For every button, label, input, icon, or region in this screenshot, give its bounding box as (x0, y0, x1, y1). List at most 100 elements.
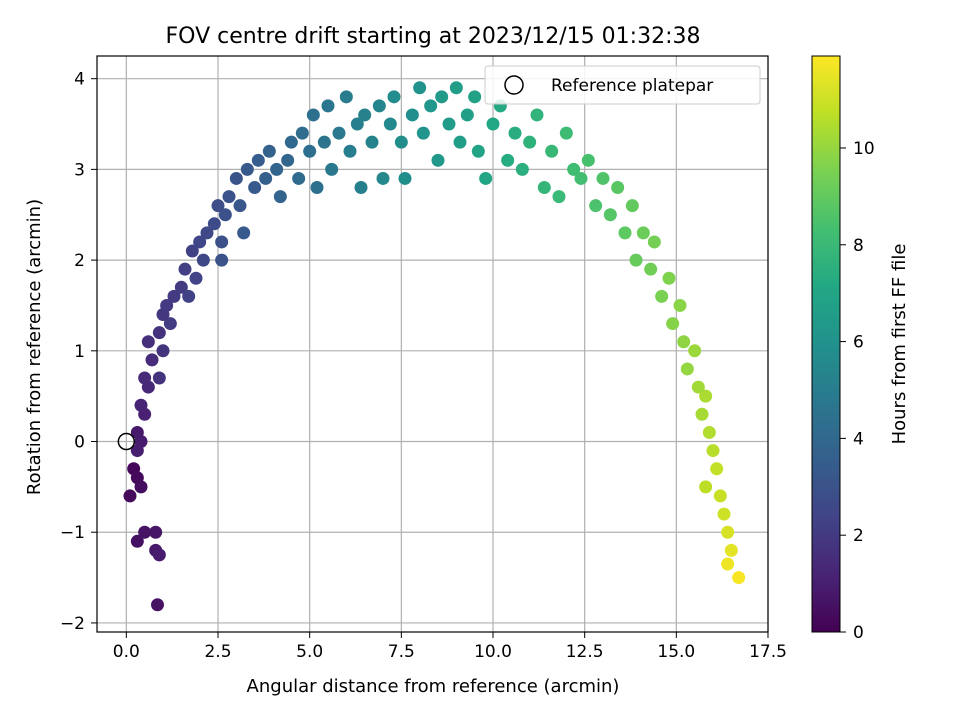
data-point (229, 171, 243, 185)
data-point (372, 99, 386, 113)
x-tick-label: 10.0 (474, 642, 512, 662)
data-point (468, 90, 482, 104)
data-point (200, 226, 214, 240)
data-point (321, 99, 335, 113)
plot-frame (96, 55, 769, 633)
data-point (647, 235, 661, 249)
data-point (295, 126, 309, 140)
data-point (273, 190, 287, 204)
data-point (699, 480, 713, 494)
data-point (431, 153, 445, 167)
data-point (673, 298, 687, 312)
data-point (193, 235, 207, 249)
data-point (310, 181, 324, 195)
data-point (174, 280, 188, 294)
data-point (134, 398, 148, 412)
data-point (130, 444, 144, 458)
colorbar-label: Hours from first FF file (889, 244, 910, 445)
data-point (629, 253, 643, 267)
chart-title: FOV centre drift starting at 2023/12/15 … (166, 24, 701, 49)
data-point (207, 217, 221, 231)
y-tick-label: 3 (74, 160, 85, 180)
data-point (636, 226, 650, 240)
colorbar-tick-label: 0 (853, 623, 864, 643)
data-point (152, 371, 166, 385)
data-point (211, 199, 225, 213)
data-point (130, 534, 144, 548)
data-point (317, 135, 331, 149)
data-point (662, 271, 676, 285)
data-point (460, 108, 474, 122)
data-point (413, 81, 427, 95)
data-point (603, 208, 617, 222)
data-point (145, 353, 159, 367)
data-point (530, 108, 544, 122)
data-point (710, 462, 724, 476)
data-point (167, 289, 181, 303)
y-tick-label: 4 (74, 70, 85, 90)
reference-platepar-marker (117, 432, 136, 451)
data-point (453, 135, 467, 149)
data-point (424, 99, 438, 113)
data-point (416, 126, 430, 140)
data-point (688, 344, 702, 358)
data-point (567, 162, 581, 176)
data-point (262, 144, 276, 158)
data-point (215, 235, 229, 249)
data-point (581, 153, 595, 167)
data-point (152, 548, 166, 562)
data-point (644, 262, 658, 276)
x-tick-label: 7.5 (388, 642, 415, 662)
y-tick-label: 1 (74, 342, 85, 362)
data-point (589, 199, 603, 213)
data-point (343, 144, 357, 158)
data-point (325, 162, 339, 176)
colorbar-tick-label: 8 (853, 236, 864, 256)
data-point (240, 162, 254, 176)
data-point (376, 171, 390, 185)
data-point (394, 135, 408, 149)
data-point (523, 135, 537, 149)
data-point (486, 117, 500, 131)
data-point (405, 108, 419, 122)
data-point (471, 144, 485, 158)
data-point (281, 153, 295, 167)
data-point (611, 181, 625, 195)
data-point (677, 335, 691, 349)
y-tick-label: −2 (60, 614, 85, 634)
data-point (479, 171, 493, 185)
data-point (149, 525, 163, 539)
colorbar-tick-label: 10 (853, 139, 875, 159)
y-tick-label: 0 (74, 433, 85, 453)
data-point (721, 525, 735, 539)
data-point (156, 344, 170, 358)
legend-label-reference-platepar: Reference platepar (551, 76, 713, 96)
data-point (251, 153, 265, 167)
data-point (292, 171, 306, 185)
x-tick-label: 17.5 (749, 642, 787, 662)
x-tick-label: 5.0 (296, 642, 323, 662)
x-axis-label: Angular distance from reference (arcmin) (247, 676, 620, 697)
data-point (724, 543, 738, 557)
data-point (552, 190, 566, 204)
data-point (721, 557, 735, 571)
data-point (138, 371, 152, 385)
data-point (508, 126, 522, 140)
data-point (732, 571, 746, 585)
y-tick-label: 2 (74, 251, 85, 271)
data-point (354, 181, 368, 195)
data-point (189, 271, 203, 285)
data-point (365, 135, 379, 149)
legend: Reference platepar (484, 65, 761, 105)
data-point (196, 253, 210, 267)
data-point (123, 489, 137, 503)
data-point (717, 507, 731, 521)
x-tick-label: 15.0 (657, 642, 695, 662)
data-point (284, 135, 298, 149)
data-point (182, 289, 196, 303)
data-point (218, 208, 232, 222)
data-point (545, 144, 559, 158)
data-point (442, 117, 456, 131)
